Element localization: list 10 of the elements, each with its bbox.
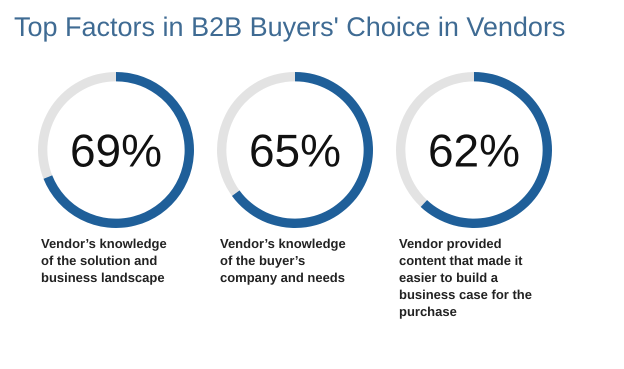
text: Top Factors in B2B Buyers' Choice in Vendors	[14, 12, 566, 42]
text: Vendor provided content that made it easier to build a business case for the purchase	[399, 236, 532, 319]
donut-slice	[420, 72, 552, 228]
data-label: 62%	[428, 124, 520, 177]
donut-slice	[232, 72, 373, 228]
text: Vendor’s knowledge of the buyer’s company and needs	[220, 236, 346, 285]
donut-slice	[43, 72, 194, 228]
data-label: 69%	[70, 124, 162, 177]
text: Vendor’s knowledge of the solution and business landscape	[41, 236, 167, 285]
data-label: 65%	[248, 124, 342, 177]
